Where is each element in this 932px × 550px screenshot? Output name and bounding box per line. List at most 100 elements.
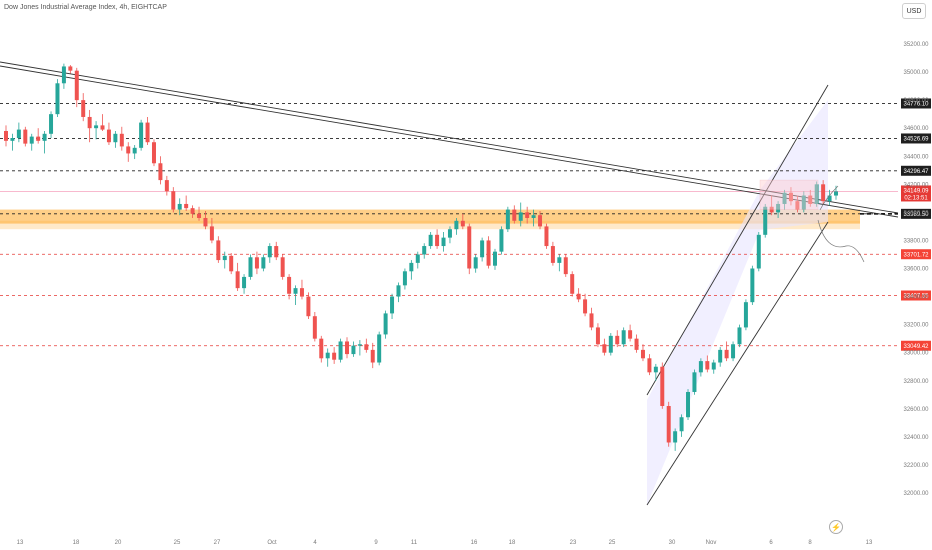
candle-body: [788, 192, 793, 202]
candle-body: [16, 129, 21, 139]
level-label: 33989.50: [903, 212, 929, 218]
channel-lower-line: [646, 221, 829, 506]
candle-body: [492, 251, 497, 266]
candle-body: [737, 327, 742, 345]
y-tick-label: 33200.00: [903, 323, 929, 329]
trendline-upper: [0, 61, 899, 214]
candle-body: [686, 391, 691, 418]
candle-body: [235, 271, 240, 289]
x-tick-label: Nov: [706, 540, 717, 546]
candle-body: [87, 116, 92, 129]
candle-body: [409, 262, 414, 272]
candle-body: [679, 417, 684, 432]
candle-body: [209, 226, 214, 241]
candle-body: [525, 212, 530, 218]
candle-body: [293, 288, 298, 294]
candle-body: [673, 431, 678, 443]
candle-body: [100, 125, 105, 130]
candle-body: [151, 142, 156, 164]
candle-body: [795, 201, 800, 210]
candle-body: [113, 133, 118, 143]
price-countdown: 02:13:51: [904, 195, 928, 201]
candle-body: [731, 344, 736, 359]
candle-body: [512, 209, 517, 221]
candle-body: [428, 234, 433, 247]
candle-body: [184, 203, 189, 209]
candle-body: [538, 215, 543, 227]
candle-body: [357, 344, 362, 346]
candle-body: [447, 229, 452, 238]
candle-body: [473, 257, 478, 269]
candle-body: [769, 206, 774, 213]
y-tick-label: 33800.00: [903, 238, 929, 244]
candle-body: [10, 138, 15, 141]
candle-body: [595, 327, 600, 345]
level-label-bg: [901, 98, 931, 109]
candle-body: [505, 209, 510, 230]
candle-body: [557, 257, 562, 263]
candle-body: [68, 66, 73, 71]
level-label: 33407.55: [903, 294, 929, 300]
range-box: [759, 179, 819, 210]
candle-body: [274, 246, 279, 258]
y-tick-label: 32200.00: [903, 463, 929, 469]
candle-body: [499, 229, 504, 252]
x-tick-label: 20: [115, 540, 122, 546]
candle-body: [763, 206, 768, 235]
y-tick-label: 34400.00: [903, 154, 929, 160]
demand-zone: [0, 209, 860, 224]
candle-body: [608, 335, 613, 353]
candle-body: [460, 220, 465, 227]
candle-body: [454, 220, 459, 230]
candle-body: [351, 345, 356, 355]
candle-body: [119, 133, 124, 147]
currency-button[interactable]: USD: [902, 3, 926, 19]
candle-body: [312, 316, 317, 339]
y-tick-label: 34600.00: [903, 126, 929, 132]
x-tick-label: 6: [769, 540, 773, 546]
demand-zone-lower: [0, 220, 860, 230]
y-tick-label: 34800.00: [903, 98, 929, 104]
x-tick-label: 18: [73, 540, 80, 546]
candle-body: [711, 362, 716, 370]
candle-body: [332, 352, 337, 360]
candle-body: [589, 313, 594, 328]
x-tick-label: 27: [214, 540, 221, 546]
candle-body: [750, 268, 755, 303]
candle-body: [653, 366, 658, 373]
candle-body: [261, 257, 266, 269]
x-tick-label: 4: [313, 540, 317, 546]
y-tick-label: 33400.00: [903, 295, 929, 301]
level-label-bg: [901, 290, 931, 301]
current-price-label: 34149.09: [903, 188, 929, 194]
candle-body: [402, 271, 407, 286]
tradingview-logo-icon[interactable]: ⚡: [829, 520, 843, 534]
candle-body: [808, 195, 813, 204]
x-tick-label: 16: [471, 540, 478, 546]
candle-body: [724, 349, 729, 359]
candle-body: [628, 330, 633, 339]
candle-body: [383, 313, 388, 335]
x-tick-label: 23: [570, 540, 577, 546]
candle-body: [621, 330, 626, 345]
candle-body: [23, 129, 28, 144]
channel-upper-line: [646, 84, 829, 396]
x-tick-label: 11: [411, 540, 418, 546]
candle-body: [486, 240, 491, 266]
candle-body: [576, 293, 581, 300]
candle-body: [36, 136, 41, 141]
x-tick-label: 13: [866, 540, 873, 546]
candle-body: [81, 100, 86, 117]
candle-body: [345, 341, 350, 355]
candle-body: [177, 203, 182, 210]
candle-body: [280, 257, 285, 277]
candle-body: [55, 83, 60, 115]
candle-body: [583, 299, 588, 314]
x-tick-label: 9: [374, 540, 378, 546]
candle-body: [74, 70, 79, 101]
candle-body: [267, 246, 272, 258]
candle-body: [467, 226, 472, 269]
candle-body: [370, 349, 375, 363]
candle-body: [801, 195, 806, 210]
